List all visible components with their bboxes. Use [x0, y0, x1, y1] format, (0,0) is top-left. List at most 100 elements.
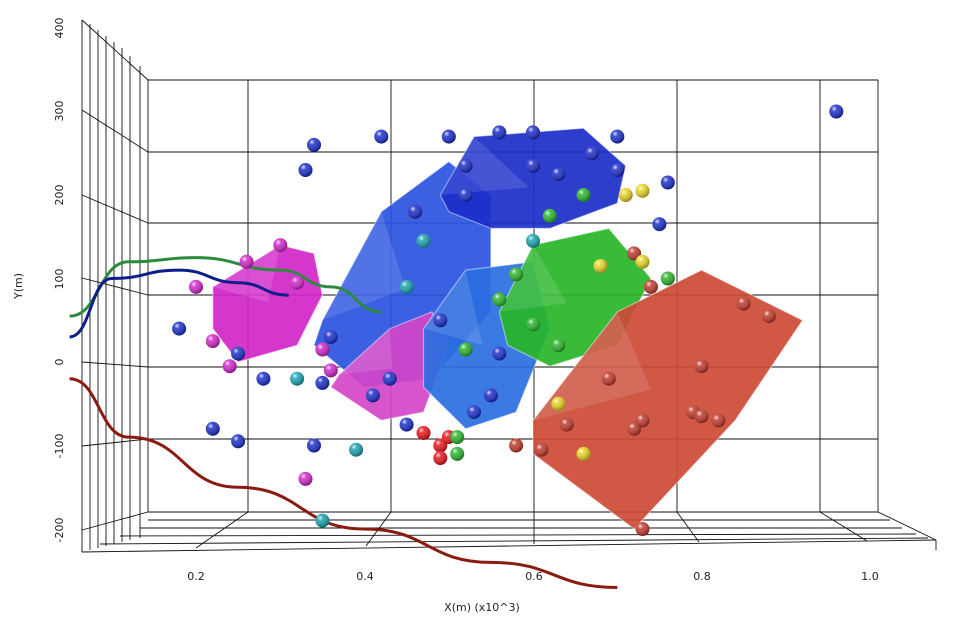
data-point [526, 317, 540, 332]
data-point [551, 338, 566, 353]
data-point [829, 104, 844, 119]
data-point [307, 438, 321, 453]
trajectory-line [69, 256, 382, 318]
data-point [365, 388, 380, 403]
data-point [635, 254, 650, 269]
x-tick-label: 0.2 [187, 570, 205, 583]
hull-facet [322, 211, 406, 321]
data-point [736, 296, 751, 311]
data-point [307, 137, 321, 152]
data-point [408, 204, 423, 219]
data-point [644, 279, 658, 294]
data-point [458, 342, 473, 357]
data-point [711, 413, 726, 428]
x-axis-ticks: 0.2 0.4 0.6 0.8 1.0 [187, 570, 879, 583]
data-point [534, 442, 549, 457]
y-axis-label: Y(m) [12, 273, 25, 300]
data-point [416, 233, 431, 248]
data-point [618, 188, 633, 202]
data-point [231, 346, 246, 361]
data-point [458, 158, 473, 173]
data-points [172, 104, 844, 536]
data-point [441, 129, 456, 144]
hull-facet [440, 136, 529, 195]
data-point [399, 279, 414, 294]
data-point [290, 275, 305, 290]
data-point [576, 446, 591, 461]
y-tick-label: 300 [53, 101, 66, 122]
data-point [542, 208, 557, 223]
data-point [526, 158, 540, 173]
data-point [593, 259, 608, 273]
data-point [492, 346, 507, 361]
data-point [660, 175, 675, 190]
data-point [635, 183, 650, 198]
data-point [205, 334, 220, 349]
data-point [635, 413, 650, 428]
y-tick-label: 100 [53, 269, 66, 290]
x-tick-label: 0.4 [356, 570, 374, 583]
data-point [576, 188, 591, 202]
data-point [315, 375, 330, 390]
hull-facet [499, 245, 567, 312]
x-tick-label: 0.6 [525, 570, 543, 583]
data-point [273, 238, 288, 253]
cluster-hulls [212, 127, 804, 530]
hull-facet [533, 311, 651, 421]
x-tick-label: 0.8 [693, 570, 711, 583]
data-point [551, 396, 566, 411]
data-point [492, 125, 507, 140]
y-tick-label: 400 [53, 18, 66, 39]
data-point [349, 442, 364, 457]
y-tick-label: -200 [53, 518, 66, 543]
cluster-hull [439, 127, 627, 229]
data-point [694, 359, 709, 374]
data-point [433, 438, 448, 453]
data-point [509, 438, 524, 453]
data-point [526, 125, 540, 140]
y-tick-label: -100 [53, 434, 66, 459]
data-point [172, 321, 187, 336]
data-point [761, 309, 776, 324]
data-point [205, 421, 220, 436]
data-point [222, 359, 237, 374]
y-tick-label: 200 [53, 185, 66, 206]
hull-facet [339, 328, 393, 375]
data-point [660, 271, 675, 286]
data-point [509, 267, 524, 282]
data-point [585, 146, 599, 161]
data-point [450, 446, 465, 461]
data-point [382, 371, 397, 386]
data-point [433, 451, 448, 465]
data-point [189, 279, 203, 294]
data-point [526, 233, 540, 248]
data-point [559, 417, 574, 432]
data-point [416, 426, 431, 440]
data-point [652, 217, 667, 232]
data-point [551, 167, 566, 182]
data-point [635, 522, 650, 536]
data-point [433, 313, 448, 328]
data-point [231, 434, 246, 449]
data-point [315, 342, 330, 357]
data-point [450, 430, 465, 445]
y-axis-ticks: 400 300 200 100 0 -100 -200 [53, 18, 66, 543]
data-point [290, 371, 305, 386]
data-point [323, 329, 338, 344]
data-point [610, 163, 625, 177]
data-point [483, 388, 498, 403]
y-tick-label: 0 [53, 359, 66, 366]
data-point [315, 513, 330, 528]
data-point [458, 188, 473, 202]
data-point [610, 129, 625, 144]
data-point [256, 371, 271, 386]
x-tick-label: 1.0 [861, 570, 879, 583]
data-point [374, 129, 389, 144]
data-point [694, 409, 709, 424]
x-axis-label: X(m) (x10^3) [444, 601, 520, 614]
trajectory-lines [69, 256, 618, 589]
data-point [492, 292, 507, 307]
data-point [399, 417, 414, 432]
data-point [239, 254, 254, 269]
